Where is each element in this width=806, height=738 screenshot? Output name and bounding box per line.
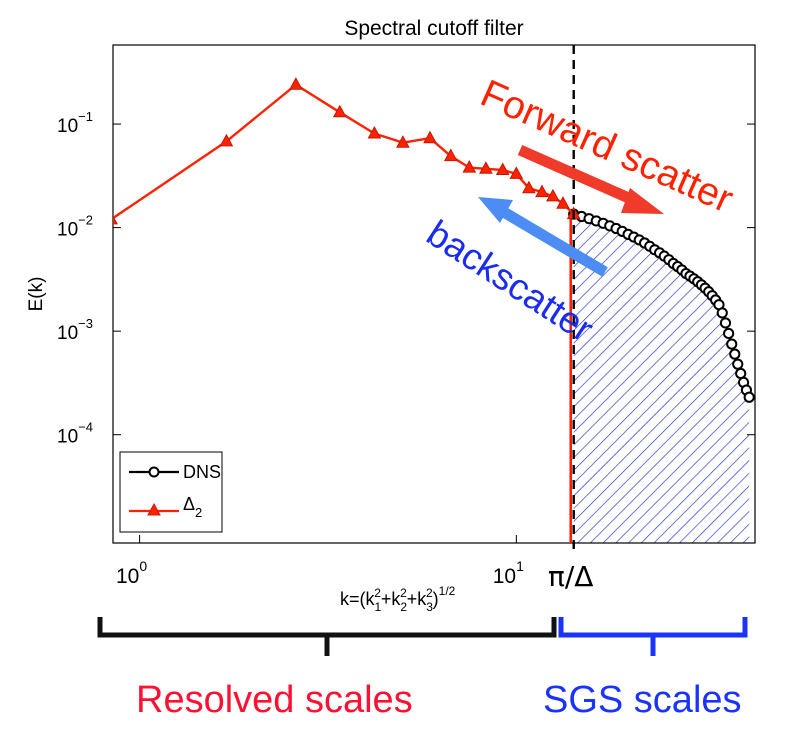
legend-dns-marker <box>148 466 160 478</box>
dns-point <box>743 391 755 403</box>
series-layer <box>113 77 755 403</box>
delta2-point <box>535 184 549 198</box>
delta2-point <box>556 196 570 209</box>
legend-box <box>119 451 223 533</box>
plot-area-frame <box>112 44 756 544</box>
chart-title: Spectral cutoff filter <box>344 17 523 40</box>
delta2-point <box>443 148 458 162</box>
y-tick-label: 10−2 <box>57 213 93 241</box>
delta2-point <box>367 125 382 139</box>
delta2-point <box>546 188 560 202</box>
backscatter-arrow <box>478 197 608 277</box>
y-axis-ticks: 10−1 10−2 10−3 10−4 <box>57 109 755 448</box>
delta2-point <box>219 133 234 147</box>
delta2-point <box>495 162 510 175</box>
x-tick-label: 100 <box>116 558 147 588</box>
delta2-point <box>462 160 477 173</box>
legend-dns-label: DNS <box>183 462 221 482</box>
dns-point <box>732 358 744 370</box>
forward-scatter-label: Forward scatter <box>474 72 739 221</box>
delta2-point <box>332 104 347 118</box>
delta2-point <box>289 77 303 90</box>
legend-delta-label: Δ2 <box>183 494 202 520</box>
y-tick-label: 10−3 <box>57 316 93 344</box>
delta2-point <box>479 161 493 174</box>
forward-scatter-arrow <box>517 144 664 214</box>
dns-point <box>726 338 738 350</box>
x-axis-ticks: 100 101 <box>116 535 524 588</box>
delta2-point <box>113 215 118 225</box>
y-tick-label: 10−1 <box>57 109 93 137</box>
y-tick-label: 10−4 <box>57 420 93 448</box>
x-axis-label: k=(k12+k22+k32)1/2 <box>340 584 456 614</box>
legend: DNS Δ2 <box>119 451 223 533</box>
resolved-scales-label: Resolved scales <box>136 679 413 721</box>
delta2-point <box>423 130 437 144</box>
delta2-point <box>509 166 524 179</box>
resolved-scales-bracket <box>97 617 557 656</box>
sgs-hatched-region <box>573 214 750 543</box>
y-axis-label: E(k) <box>26 277 47 312</box>
legend-delta-marker <box>147 502 161 516</box>
delta2-point <box>522 180 536 194</box>
sgs-scales-label: SGS scales <box>543 679 742 721</box>
x-tick-label: 101 <box>493 558 524 588</box>
dns-point <box>716 307 728 319</box>
dns-point <box>735 367 747 380</box>
delta2-point <box>396 135 410 148</box>
dns-point <box>719 317 732 329</box>
dns-point <box>723 327 735 340</box>
sgs-scales-bracket <box>558 617 748 656</box>
cutoff-label: π/Δ <box>548 560 593 593</box>
dns-point <box>729 348 741 360</box>
